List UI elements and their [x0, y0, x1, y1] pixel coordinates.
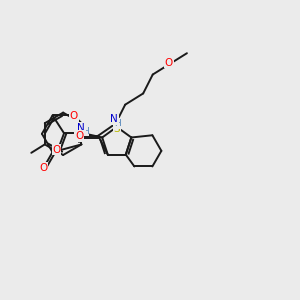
Text: O: O [52, 145, 61, 154]
Text: H: H [82, 127, 88, 136]
Text: H: H [115, 119, 122, 128]
Text: O: O [70, 111, 78, 121]
Text: S: S [113, 124, 120, 134]
Text: N: N [110, 114, 118, 124]
Text: O: O [165, 58, 173, 68]
Text: O: O [39, 163, 48, 173]
Text: O: O [75, 131, 83, 141]
Text: N: N [77, 123, 85, 133]
